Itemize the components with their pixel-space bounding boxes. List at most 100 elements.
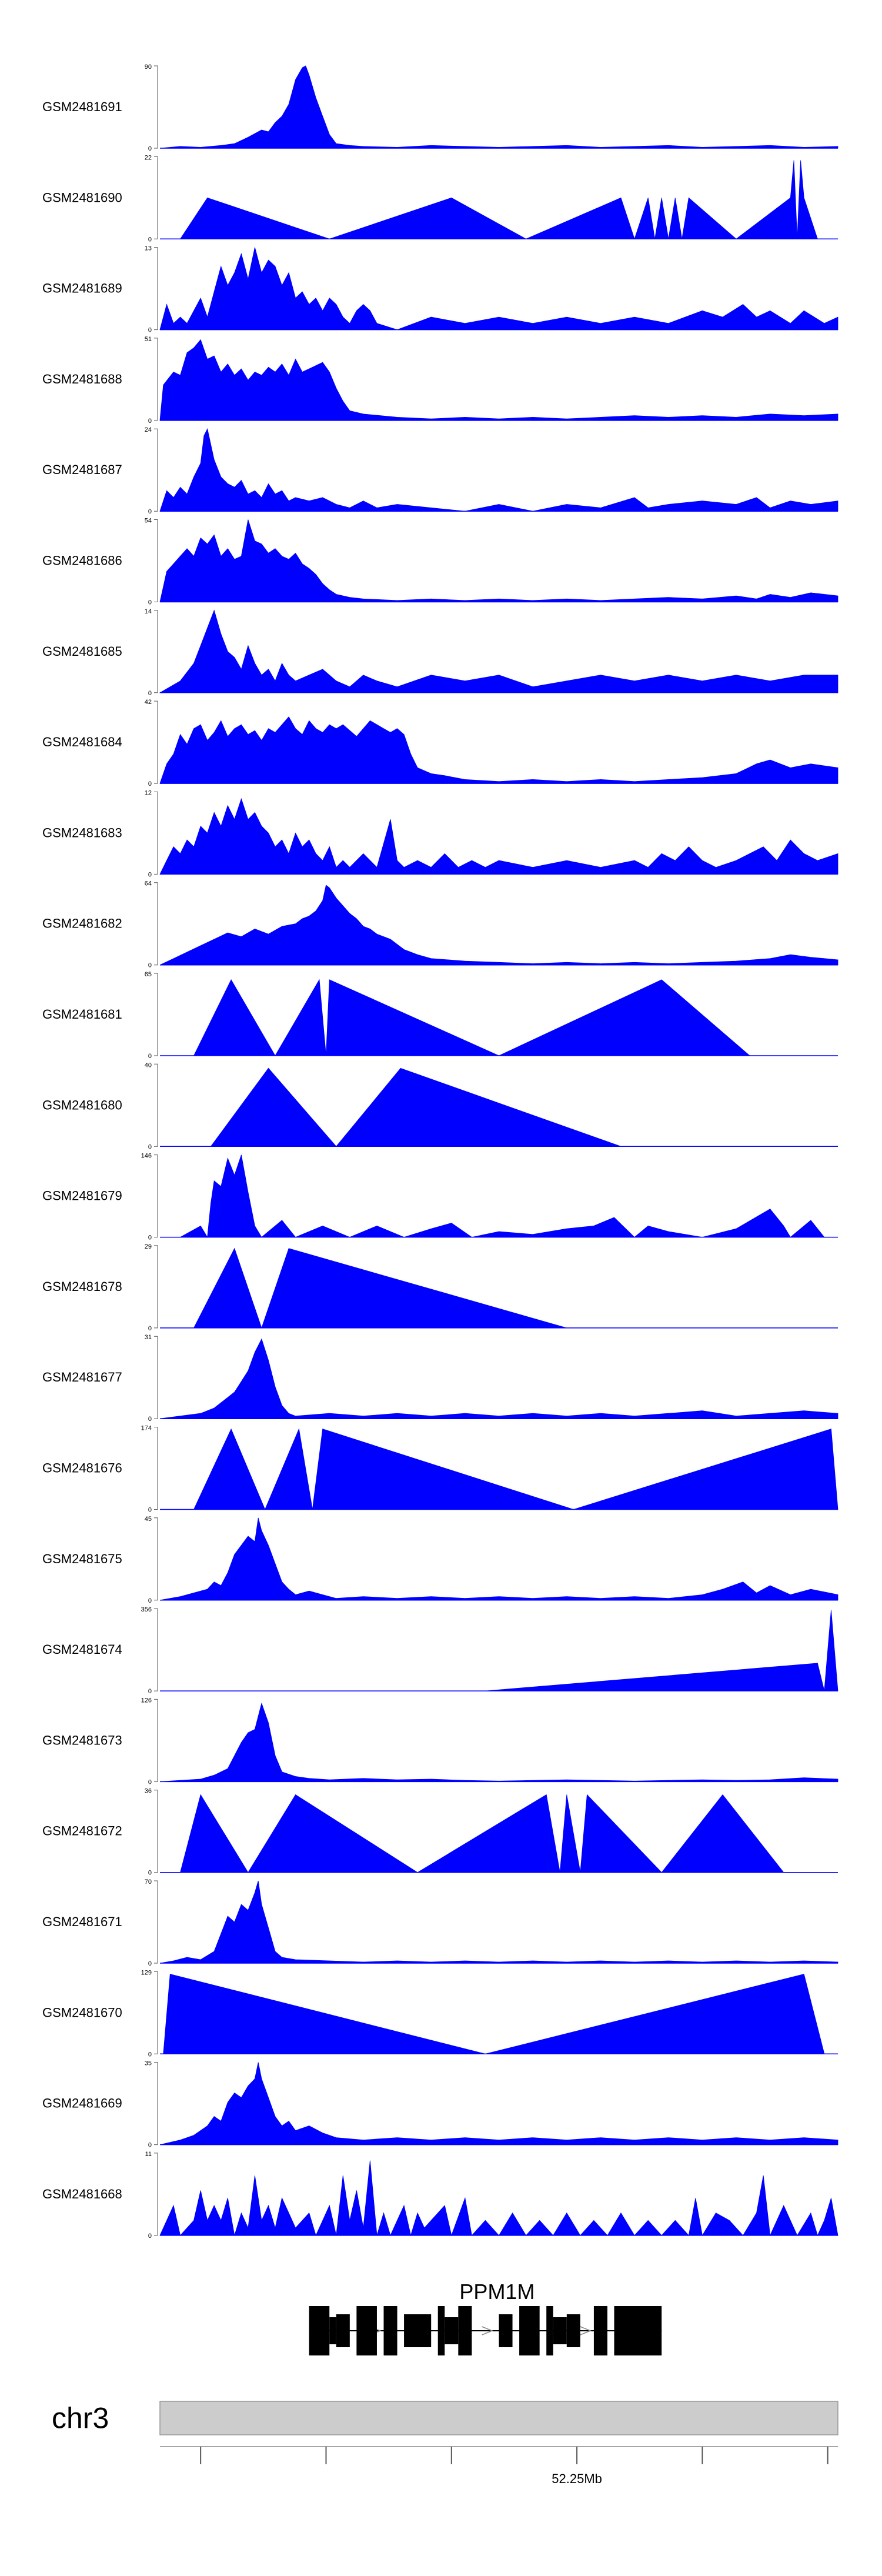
coverage-area-gsm2481673 bbox=[159, 1702, 838, 1782]
y-max-label-gsm2481678: 29 bbox=[145, 1243, 152, 1250]
coverage-area-gsm2481679 bbox=[179, 1154, 825, 1238]
y-min-label-gsm2481682: 0 bbox=[148, 962, 152, 969]
chromosome-label: chr3 bbox=[52, 2402, 109, 2435]
y-min-label-gsm2481689: 0 bbox=[148, 327, 152, 334]
gene-exon-7 bbox=[499, 2314, 513, 2347]
y-min-label-gsm2481685: 0 bbox=[148, 690, 152, 697]
y-axis-gsm2481676 bbox=[154, 1427, 158, 1510]
track-gsm2481689: GSM2481689 13 0 bbox=[42, 245, 838, 334]
chromosome-axis-track: chr3 52.25Mb bbox=[52, 2401, 838, 2486]
coverage-area-gsm2481684 bbox=[159, 716, 838, 784]
coverage-area-gsm2481678 bbox=[193, 1247, 567, 1329]
track-label-gsm2481679: GSM2481679 bbox=[42, 1189, 122, 1203]
gene-utr-1 bbox=[445, 2317, 459, 2344]
y-min-label-gsm2481677: 0 bbox=[148, 1416, 152, 1423]
y-max-label-gsm2481668: 11 bbox=[145, 2151, 152, 2158]
track-label-gsm2481690: GSM2481690 bbox=[42, 190, 122, 205]
y-min-label-gsm2481681: 0 bbox=[148, 1053, 152, 1060]
y-axis-gsm2481681 bbox=[154, 973, 158, 1056]
y-min-label-gsm2481679: 0 bbox=[148, 1234, 152, 1242]
coverage-area-gsm2481676 bbox=[193, 1428, 838, 1510]
track-gsm2481688: GSM2481688 51 0 bbox=[42, 336, 838, 425]
y-min-label-gsm2481691: 0 bbox=[148, 145, 152, 152]
track-gsm2481672: GSM2481672 36 0 bbox=[42, 1788, 838, 1877]
coverage-area-gsm2481668 bbox=[159, 2160, 838, 2237]
track-gsm2481675: GSM2481675 45 0 bbox=[42, 1516, 838, 1604]
y-axis-gsm2481678 bbox=[154, 1245, 158, 1329]
track-gsm2481681: GSM2481681 65 0 bbox=[42, 971, 838, 1060]
track-gsm2481669: GSM2481669 35 0 bbox=[42, 2060, 838, 2149]
coverage-area-gsm2481683 bbox=[159, 798, 838, 875]
y-axis-gsm2481684 bbox=[154, 700, 158, 784]
coverage-area-gsm2481681 bbox=[193, 979, 751, 1056]
track-label-gsm2481677: GSM2481677 bbox=[42, 1370, 122, 1384]
track-label-gsm2481671: GSM2481671 bbox=[42, 1914, 122, 1929]
y-min-label-gsm2481690: 0 bbox=[148, 236, 152, 243]
y-max-label-gsm2481685: 14 bbox=[145, 608, 152, 615]
track-gsm2481682: GSM2481682 64 0 bbox=[42, 880, 838, 969]
gene-exon-10 bbox=[566, 2314, 580, 2347]
track-label-gsm2481685: GSM2481685 bbox=[42, 644, 122, 659]
y-min-label-gsm2481669: 0 bbox=[148, 2142, 152, 2149]
y-max-label-gsm2481677: 31 bbox=[145, 1334, 152, 1341]
y-axis-gsm2481682 bbox=[154, 882, 158, 966]
y-max-label-gsm2481674: 356 bbox=[141, 1606, 152, 1613]
chromosome-bar bbox=[159, 2401, 838, 2435]
y-min-label-gsm2481683: 0 bbox=[148, 871, 152, 878]
coverage-area-gsm2481680 bbox=[210, 1067, 622, 1147]
gene-exon-4 bbox=[404, 2314, 432, 2347]
track-gsm2481677: GSM2481677 31 0 bbox=[42, 1334, 838, 1423]
coverage-tracks: GSM2481691900GSM2481690220GSM2481689130G… bbox=[42, 64, 838, 2240]
y-max-label-gsm2481679: 146 bbox=[141, 1153, 152, 1160]
y-min-label-gsm2481680: 0 bbox=[148, 1143, 152, 1150]
y-min-label-gsm2481673: 0 bbox=[148, 1778, 152, 1786]
y-max-label-gsm2481687: 24 bbox=[145, 426, 152, 433]
gene-exon-1 bbox=[336, 2314, 350, 2347]
gene-utr-0 bbox=[329, 2317, 336, 2344]
y-max-label-gsm2481669: 35 bbox=[145, 2060, 152, 2067]
y-axis-gsm2481686 bbox=[154, 519, 158, 602]
coverage-area-gsm2481687 bbox=[159, 428, 838, 512]
gene-exon-9 bbox=[546, 2306, 553, 2355]
y-axis-gsm2481669 bbox=[154, 2062, 158, 2145]
y-axis-gsm2481679 bbox=[154, 1154, 158, 1238]
y-min-label-gsm2481678: 0 bbox=[148, 1325, 152, 1332]
coverage-area-gsm2481674 bbox=[485, 1610, 838, 1691]
track-label-gsm2481672: GSM2481672 bbox=[42, 1824, 122, 1838]
gene-exon-0 bbox=[309, 2306, 330, 2355]
gene-exon-12 bbox=[614, 2306, 662, 2355]
y-axis-gsm2481671 bbox=[154, 1880, 158, 1964]
gene-exon-8 bbox=[519, 2306, 540, 2355]
track-label-gsm2481680: GSM2481680 bbox=[42, 1097, 122, 1112]
track-gsm2481670: GSM2481670 129 0 bbox=[42, 1969, 838, 2058]
track-label-gsm2481676: GSM2481676 bbox=[42, 1461, 122, 1476]
track-gsm2481685: GSM2481685 14 0 bbox=[42, 608, 838, 697]
gene-exon-3 bbox=[383, 2306, 397, 2355]
track-gsm2481678: GSM2481678 29 0 bbox=[42, 1243, 838, 1332]
y-axis-gsm2481688 bbox=[154, 338, 158, 421]
track-gsm2481690: GSM2481690 22 0 bbox=[42, 154, 838, 243]
y-max-label-gsm2481684: 42 bbox=[145, 699, 152, 706]
y-max-label-gsm2481670: 129 bbox=[141, 1969, 152, 1976]
y-min-label-gsm2481670: 0 bbox=[148, 2051, 152, 2058]
track-label-gsm2481669: GSM2481669 bbox=[42, 2096, 122, 2111]
coverage-area-gsm2481686 bbox=[159, 519, 838, 602]
y-min-label-gsm2481684: 0 bbox=[148, 780, 152, 788]
coverage-area-gsm2481672 bbox=[180, 1794, 784, 1873]
y-max-label-gsm2481672: 36 bbox=[145, 1788, 152, 1795]
y-min-label-gsm2481671: 0 bbox=[148, 1960, 152, 1967]
y-axis-gsm2481672 bbox=[154, 1790, 158, 1873]
coverage-area-gsm2481682 bbox=[159, 885, 838, 966]
y-axis-gsm2481685 bbox=[154, 610, 158, 693]
track-gsm2481691: GSM2481691 90 0 bbox=[42, 64, 838, 152]
y-axis-gsm2481675 bbox=[154, 1517, 158, 1601]
coverage-area-gsm2481669 bbox=[159, 2062, 838, 2145]
track-gsm2481684: GSM2481684 42 0 bbox=[42, 699, 838, 788]
strand-arrow-1 bbox=[482, 2326, 493, 2335]
track-label-gsm2481691: GSM2481691 bbox=[42, 99, 122, 114]
y-min-label-gsm2481675: 0 bbox=[148, 1597, 152, 1604]
track-gsm2481683: GSM2481683 12 0 bbox=[42, 789, 838, 878]
y-axis-gsm2481689 bbox=[154, 247, 158, 331]
track-label-gsm2481687: GSM2481687 bbox=[42, 462, 122, 477]
